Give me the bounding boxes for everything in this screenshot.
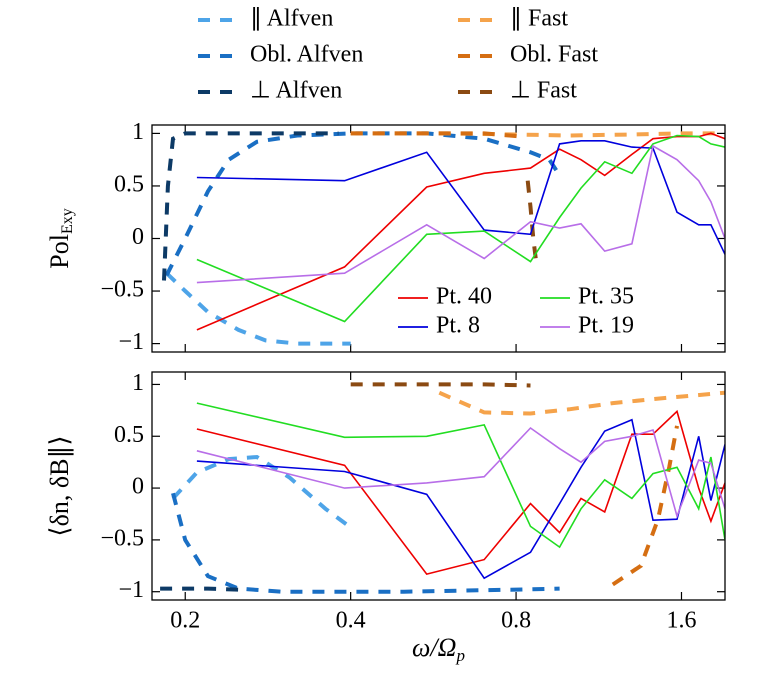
legend-label: Obl. Fast [510, 42, 598, 68]
series-line [162, 131, 339, 281]
x-axis-label-sub: p [455, 646, 465, 665]
y-tick-label: 1 [132, 119, 144, 145]
series-line [196, 426, 725, 519]
y-axis-label: PolExy [45, 208, 76, 268]
legend-label: Pt. 35 [578, 284, 634, 310]
x-tick-label: 0.2 [170, 608, 200, 634]
legend-label: ⊥ Alfven [250, 78, 342, 104]
legend-label: ⊥ Fast [510, 78, 577, 104]
y-tick-label: −1 [118, 329, 144, 355]
series-line [164, 131, 562, 277]
legend-label: ∥ Alfven [250, 6, 333, 32]
y-axis-label-main: ⟨δn, δB∥⟩ [45, 435, 74, 536]
y-tick-label: −0.5 [100, 525, 144, 551]
series-line [196, 418, 725, 580]
plot-frame [151, 124, 726, 353]
y-tick-label: 0 [132, 474, 144, 500]
x-tick-label: 1.6 [666, 608, 696, 634]
y-tick-label: 0.5 [114, 422, 144, 448]
y-tick-label: 1 [132, 370, 144, 396]
y-tick-label: 0.5 [114, 171, 144, 197]
series-line [196, 409, 725, 576]
legend-label: Pt. 40 [436, 284, 492, 310]
series-line [160, 586, 239, 592]
y-tick-label: −0.5 [100, 277, 144, 303]
series-line [171, 492, 560, 594]
series-line [196, 402, 725, 549]
legend-label: ∥ Fast [510, 6, 568, 32]
legend-label: Pt. 8 [436, 313, 480, 339]
y-axis-label-main: Pol [45, 234, 74, 269]
series-line [171, 454, 352, 530]
series-line [350, 131, 523, 139]
legend-label: Obl. Alfven [250, 42, 363, 68]
x-axis-label-main: ω/Ω [412, 633, 456, 662]
y-tick-label: 0 [132, 224, 144, 250]
x-tick-label: 0.4 [336, 608, 366, 634]
series-line [525, 180, 539, 262]
legend-label: Pt. 19 [578, 313, 634, 339]
series-line [438, 390, 725, 416]
series-line [350, 382, 531, 388]
y-axis-label-sub: Exy [59, 208, 76, 234]
x-axis-label: ω/Ωp [412, 633, 465, 665]
x-tick-label: 0.8 [501, 608, 531, 634]
y-tick-label: −1 [118, 577, 144, 603]
series-line [196, 144, 725, 284]
series-line [196, 134, 725, 323]
series-line [165, 271, 351, 346]
plot-frame [151, 371, 726, 601]
y-axis-label: ⟨δn, δB∥⟩ [45, 435, 74, 536]
series-line [196, 140, 725, 255]
series-line [611, 425, 679, 587]
